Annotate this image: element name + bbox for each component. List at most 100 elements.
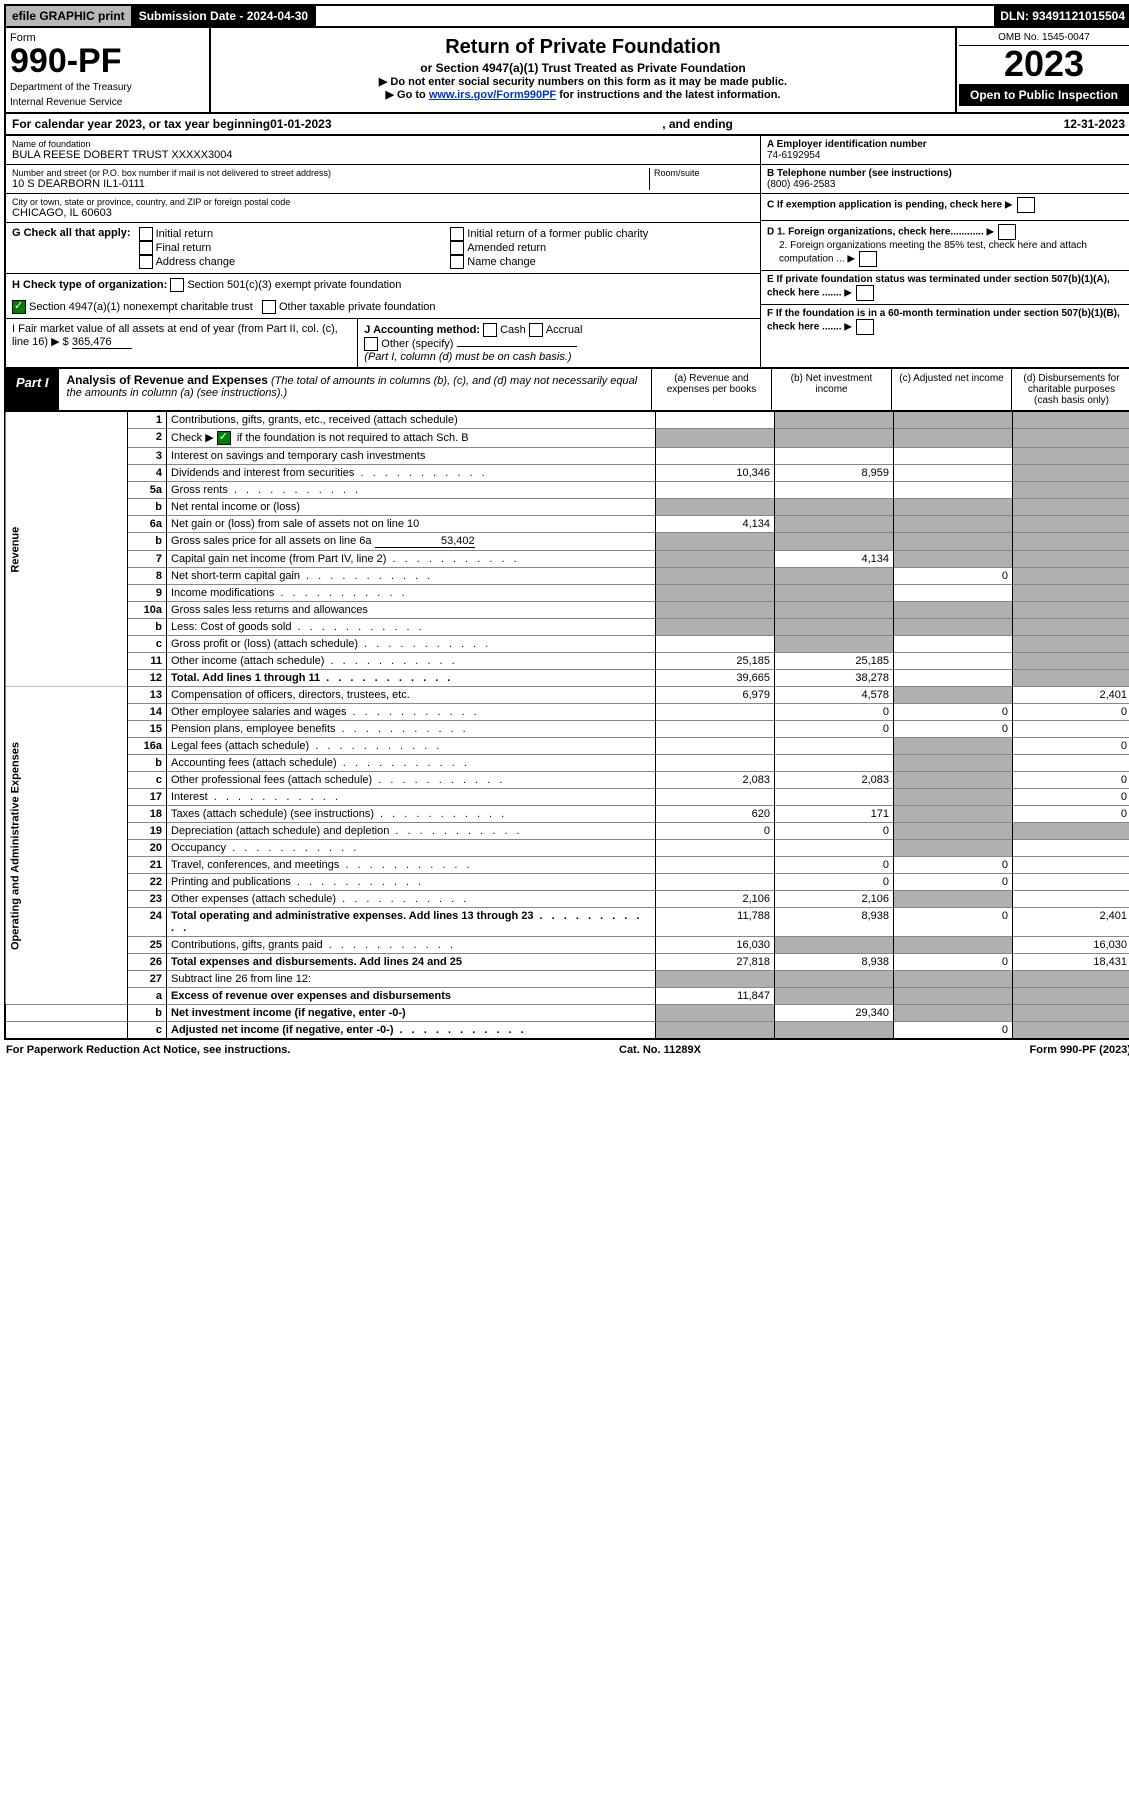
row-6a: Net gain or (loss) from sale of assets n…: [167, 516, 656, 533]
cb-schb[interactable]: [217, 431, 231, 445]
row-15: Pension plans, employee benefits: [167, 721, 656, 738]
row-21: Travel, conferences, and meetings: [167, 857, 656, 874]
cb-amended[interactable]: [450, 241, 464, 255]
row-27c: Adjusted net income (if negative, enter …: [167, 1022, 656, 1040]
cb-other-tax[interactable]: [262, 300, 276, 314]
opt-amended: Amended return: [467, 242, 546, 254]
e-row: E If private foundation status was termi…: [761, 271, 1129, 305]
j-note: (Part I, column (d) must be on cash basi…: [364, 351, 571, 363]
row-14: Other employee salaries and wages: [167, 704, 656, 721]
val-22c: 0: [894, 874, 1013, 891]
val-11b: 25,185: [775, 653, 894, 670]
expenses-side-label: Operating and Administrative Expenses: [5, 687, 128, 1005]
val-19a: 0: [656, 823, 775, 840]
cb-name[interactable]: [450, 255, 464, 269]
city-label: City or town, state or province, country…: [12, 197, 754, 207]
row-18: Taxes (attach schedule) (see instruction…: [167, 806, 656, 823]
opt-4947: Section 4947(a)(1) nonexempt charitable …: [29, 301, 253, 313]
opt-initial: Initial return: [156, 228, 213, 240]
i-label: I Fair market value of all assets at end…: [12, 323, 338, 348]
row-16c: Other professional fees (attach schedule…: [167, 772, 656, 789]
info-block: Name of foundation BULA REESE DOBERT TRU…: [4, 136, 1129, 369]
val-23a: 2,106: [656, 891, 775, 908]
row-10b: Less: Cost of goods sold: [167, 619, 656, 636]
i-value: 365,476: [72, 336, 132, 349]
submission-date: Submission Date - 2024-04-30: [133, 6, 316, 26]
j-label: J Accounting method:: [364, 324, 480, 336]
ein-label: A Employer identification number: [767, 139, 1125, 150]
row-16a: Legal fees (attach schedule): [167, 738, 656, 755]
cb-addr[interactable]: [139, 255, 153, 269]
d2-label: 2. Foreign organizations meeting the 85%…: [779, 240, 1087, 265]
val-6a: 4,134: [656, 516, 775, 533]
row-27: Subtract line 26 from line 12:: [167, 971, 656, 988]
part1-table: Revenue 1Contributions, gifts, grants, e…: [4, 412, 1129, 1040]
val-14b: 0: [775, 704, 894, 721]
f-row: F If the foundation is in a 60-month ter…: [761, 305, 1129, 338]
calyear-pre: For calendar year 2023, or tax year begi…: [12, 117, 270, 131]
row-16b: Accounting fees (attach schedule): [167, 755, 656, 772]
val-21b: 0: [775, 857, 894, 874]
val-16a-d: 0: [1013, 738, 1129, 755]
val-12a: 39,665: [656, 670, 775, 687]
irs-label: Internal Revenue Service: [10, 97, 205, 108]
room-label: Room/suite: [654, 168, 754, 178]
goto-line: ▶ Go to www.irs.gov/Form990PF for instru…: [217, 88, 949, 101]
val-8c: 0: [894, 568, 1013, 585]
top-bar: efile GRAPHIC print Submission Date - 20…: [4, 4, 1129, 28]
dln: DLN: 93491121015504: [994, 6, 1129, 26]
val-27b: 29,340: [775, 1005, 894, 1022]
footer-left: For Paperwork Reduction Act Notice, see …: [6, 1044, 290, 1056]
val-11a: 25,185: [656, 653, 775, 670]
cb-accrual[interactable]: [529, 323, 543, 337]
efile-print-button[interactable]: efile GRAPHIC print: [6, 6, 133, 26]
part1-title: Analysis of Revenue and Expenses: [67, 373, 268, 387]
part1-header: Part I Analysis of Revenue and Expenses …: [4, 369, 1129, 412]
h-label: H Check type of organization:: [12, 279, 167, 291]
addr-label: Number and street (or P.O. box number if…: [12, 168, 649, 178]
city-val: CHICAGO, IL 60603: [12, 207, 754, 219]
cb-cash[interactable]: [483, 323, 497, 337]
revenue-side-label: Revenue: [5, 412, 128, 687]
irs-link[interactable]: www.irs.gov/Form990PF: [429, 89, 556, 101]
row-26: Total expenses and disbursements. Add li…: [167, 954, 656, 971]
cb-initial-former[interactable]: [450, 227, 464, 241]
opt-501c3: Section 501(c)(3) exempt private foundat…: [187, 279, 401, 291]
opt-cash: Cash: [500, 324, 526, 336]
val-24d: 2,401: [1013, 908, 1129, 937]
row-27b: Net investment income (if negative, ente…: [167, 1005, 656, 1022]
row-24: Total operating and administrative expen…: [167, 908, 656, 937]
val-23b: 2,106: [775, 891, 894, 908]
row-17: Interest: [167, 789, 656, 806]
dept-treasury: Department of the Treasury: [10, 82, 205, 93]
val-26c: 0: [894, 954, 1013, 971]
row-11: Other income (attach schedule): [167, 653, 656, 670]
val-26a: 27,818: [656, 954, 775, 971]
goto-pre: ▶ Go to: [386, 89, 429, 101]
opt-other-acct: Other (specify): [381, 338, 453, 350]
cb-other-acct[interactable]: [364, 337, 378, 351]
val-18d: 0: [1013, 806, 1129, 823]
calendar-year-row: For calendar year 2023, or tax year begi…: [4, 114, 1129, 136]
footer-form: Form 990-PF (2023): [1030, 1044, 1129, 1056]
part1-label: Part I: [6, 369, 59, 410]
row-12: Total. Add lines 1 through 11: [167, 670, 656, 687]
cb-501c3[interactable]: [170, 278, 184, 292]
g-label: G Check all that apply:: [12, 227, 131, 239]
val-15b: 0: [775, 721, 894, 738]
row-19: Depreciation (attach schedule) and deple…: [167, 823, 656, 840]
row-5b: Net rental income or (loss): [167, 499, 656, 516]
row-6b-pre: Gross sales price for all assets on line…: [171, 535, 372, 547]
val-24a: 11,788: [656, 908, 775, 937]
form-header: Form 990-PF Department of the Treasury I…: [4, 28, 1129, 114]
cb-final[interactable]: [139, 241, 153, 255]
row-4: Dividends and interest from securities: [167, 465, 656, 482]
row-20: Occupancy: [167, 840, 656, 857]
val-26b: 8,938: [775, 954, 894, 971]
val-13b: 4,578: [775, 687, 894, 704]
col-b-hdr: (b) Net investment income: [771, 369, 891, 410]
row-13: Compensation of officers, directors, tru…: [167, 687, 656, 704]
page-footer: For Paperwork Reduction Act Notice, see …: [4, 1040, 1129, 1060]
cb-initial[interactable]: [139, 227, 153, 241]
cb-4947[interactable]: [12, 300, 26, 314]
